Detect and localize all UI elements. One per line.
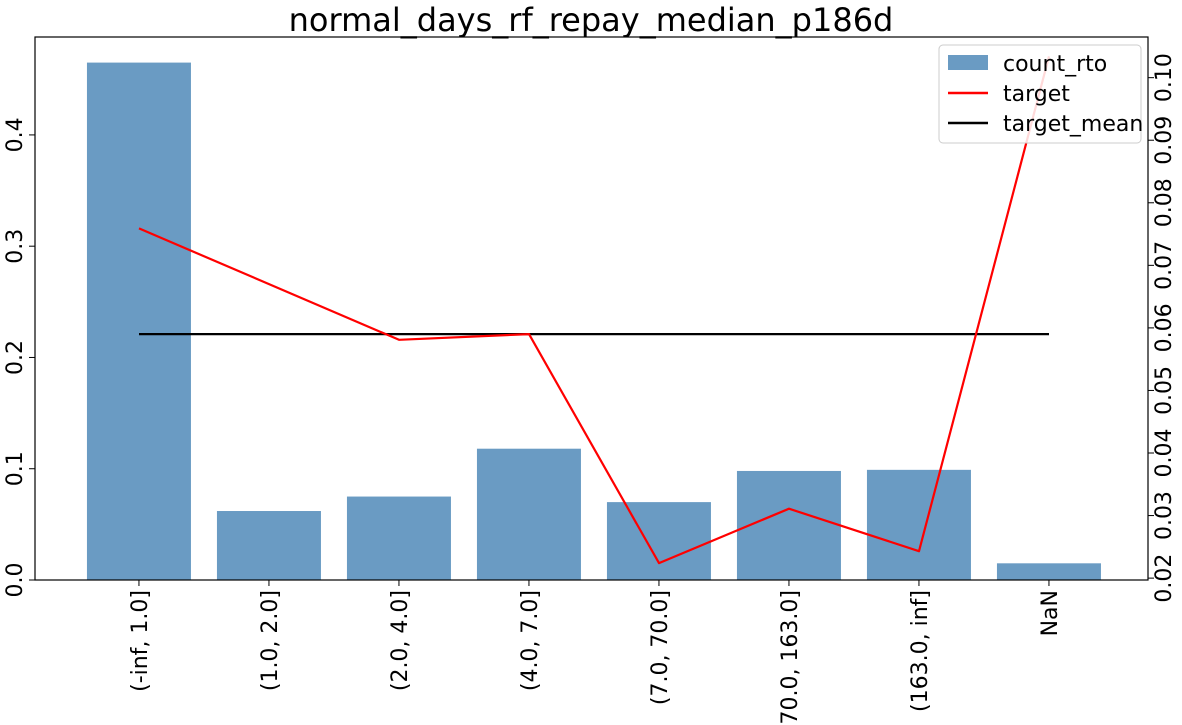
target-line — [138, 56, 1051, 565]
y2-tick-label: 0.04 — [1152, 429, 1177, 478]
legend-label: count_rto — [1003, 52, 1107, 77]
bar-group — [86, 62, 1101, 580]
bar — [996, 563, 1101, 580]
x-tick-label: NaN — [1038, 590, 1063, 636]
x-tick-label: (1.0, 2.0] — [258, 590, 283, 691]
x-tick-label: (2.0, 4.0] — [388, 590, 413, 691]
y2-tick-label: 0.02 — [1152, 554, 1177, 603]
x-tick-label: (70.0, 163.0] — [778, 590, 803, 725]
legend-label: target — [1003, 82, 1070, 107]
line-group — [138, 56, 1051, 565]
legend-label: target_mean — [1003, 112, 1143, 137]
y2-tick-label: 0.10 — [1152, 53, 1177, 102]
bar — [866, 469, 971, 580]
x-tick-label: (-inf, 1.0] — [128, 590, 153, 692]
bar — [216, 511, 321, 580]
y2-tick-label: 0.06 — [1152, 303, 1177, 352]
y2-tick-label: 0.08 — [1152, 178, 1177, 227]
x-tick-label: (7.0, 70.0] — [648, 590, 673, 705]
bar — [736, 470, 841, 580]
y-tick-label: 0.4 — [3, 117, 28, 152]
legend-box — [938, 44, 1142, 144]
y2-tick-label: 0.03 — [1152, 491, 1177, 540]
plot-frame — [34, 36, 1149, 581]
y-tick-label: 0.2 — [3, 340, 28, 375]
y2-tick-label: 0.07 — [1152, 241, 1177, 290]
bar — [346, 496, 451, 580]
chart-title: normal_days_rf_repay_median_p186d — [289, 1, 894, 39]
axis-ticks: 0.0 0.1 0.2 0.3 0.4 0.02 0.03 0.04 0.05 0.06 0.07 0… — [3, 53, 1177, 725]
x-tick-label: (163.0, inf] — [908, 590, 933, 712]
y-tick-label: 0.3 — [3, 229, 28, 264]
y2-tick-label: 0.05 — [1152, 366, 1177, 415]
bar — [606, 502, 711, 580]
x-tick-label: (4.0, 7.0] — [518, 590, 543, 691]
y-tick-label: 0.0 — [3, 563, 28, 598]
bar — [86, 62, 191, 580]
legend-swatch-count-rto — [948, 55, 988, 70]
bar — [476, 448, 581, 580]
y-tick-label: 0.1 — [3, 451, 28, 486]
y2-tick-label: 0.09 — [1152, 116, 1177, 165]
